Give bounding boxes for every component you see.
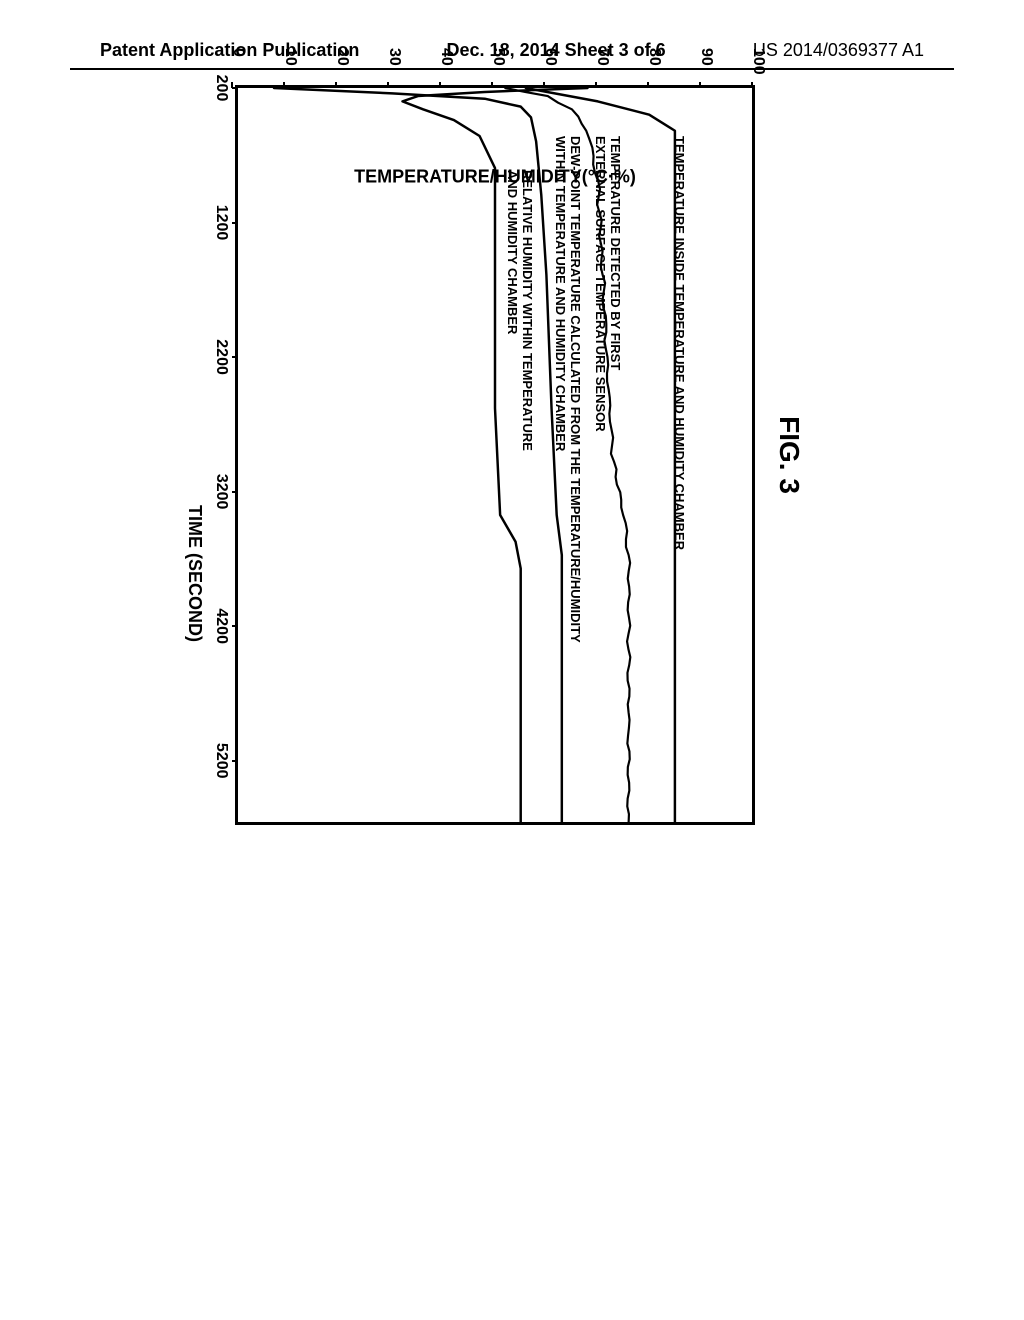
figure-title: FIG. 3 xyxy=(773,85,805,825)
y-tick-mark xyxy=(595,82,597,88)
chart-plot-area: TEMPERATURE/HUMIDITY(°C·%) TIME (SECOND)… xyxy=(235,85,755,825)
x-tick-mark xyxy=(232,625,238,627)
y-tick-mark xyxy=(543,82,545,88)
series-label-dew_point: DEW-POINT TEMPERATURE CALCULATED FROM TH… xyxy=(552,136,582,643)
y-tick-mark xyxy=(751,82,753,88)
series-label-rel_humidity: RELATIVE HUMIDITY WITHIN TEMPERATURE AND… xyxy=(504,170,534,451)
y-tick-label: 30 xyxy=(385,48,403,66)
y-tick-mark xyxy=(387,82,389,88)
y-tick-label: 90 xyxy=(697,48,715,66)
y-tick-mark xyxy=(491,82,493,88)
header-right: US 2014/0369377 A1 xyxy=(753,40,924,61)
y-tick-mark xyxy=(283,82,285,88)
x-tick-label: 1200 xyxy=(212,205,230,241)
header-divider xyxy=(70,68,954,70)
x-tick-label: 5200 xyxy=(212,743,230,779)
y-tick-mark xyxy=(699,82,701,88)
y-tick-label: 40 xyxy=(437,48,455,66)
y-tick-label: 80 xyxy=(645,48,663,66)
y-tick-mark xyxy=(335,82,337,88)
x-axis-label: TIME (SECOND) xyxy=(184,505,205,642)
x-tick-mark xyxy=(232,760,238,762)
y-tick-label: 70 xyxy=(593,48,611,66)
x-tick-label: 200 xyxy=(212,75,230,102)
y-tick-label: 50 xyxy=(489,48,507,66)
y-tick-label: 60 xyxy=(541,48,559,66)
x-tick-mark xyxy=(232,87,238,89)
x-tick-label: 2200 xyxy=(212,339,230,375)
y-tick-mark xyxy=(439,82,441,88)
y-tick-label: 10 xyxy=(281,48,299,66)
y-tick-mark xyxy=(647,82,649,88)
y-tick-label: 20 xyxy=(333,48,351,66)
figure-container: FIG. 3 TEMPERATURE/HUMIDITY(°C·%) TIME (… xyxy=(235,85,805,825)
x-tick-label: 3200 xyxy=(212,474,230,510)
x-tick-mark xyxy=(232,491,238,493)
series-label-temp_inside: TEMPERATURE INSIDE TEMPERATURE AND HUMID… xyxy=(671,136,686,550)
y-tick-label: 100 xyxy=(749,48,767,75)
x-tick-mark xyxy=(232,222,238,224)
x-tick-mark xyxy=(232,356,238,358)
series-label-temp_ext_sensor: TEMPERATURE DETECTED BY FIRST EXTERNAL S… xyxy=(592,136,622,432)
y-tick-label: 0 xyxy=(229,48,247,57)
x-tick-label: 4200 xyxy=(212,608,230,644)
